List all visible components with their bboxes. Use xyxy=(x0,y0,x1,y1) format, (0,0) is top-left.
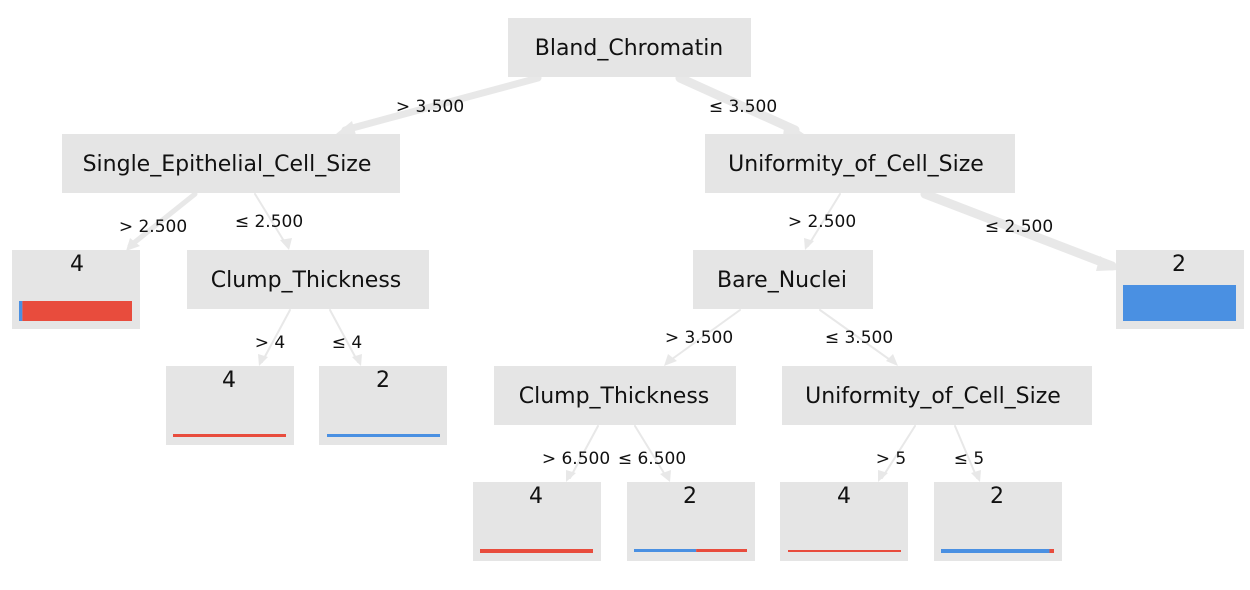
edge-label-ct-le: ≤ 4 xyxy=(332,333,362,353)
leaf-a-bar-class-2 xyxy=(19,301,23,321)
edge-label-root-left: > 3.500 xyxy=(396,97,464,117)
edge-left-leaf xyxy=(127,191,198,249)
leaf-e-box xyxy=(473,482,601,561)
leaf-h[interactable]: 2 xyxy=(934,482,1062,561)
node-bn-right-label: Uniformity_of_Cell_Size xyxy=(805,384,1061,409)
node-right[interactable]: Uniformity_of_Cell_Size xyxy=(705,134,1015,193)
leaf-f-bar-class-4 xyxy=(696,549,747,552)
arrowhead-ct-le xyxy=(352,354,362,366)
leaf-d-label: 2 xyxy=(1172,252,1186,277)
leaf-f-label: 2 xyxy=(683,484,697,509)
node-root-box xyxy=(508,18,751,77)
leaf-d[interactable]: 2 xyxy=(1116,250,1244,329)
arrowhead-bn-gt xyxy=(664,354,677,366)
leaf-c-box xyxy=(319,366,447,445)
edge-ucs-gt xyxy=(881,425,916,479)
leaf-g-box xyxy=(780,482,908,561)
arrowhead-ct2-le xyxy=(660,470,671,482)
node-right-split-label: Bare_Nuclei xyxy=(717,268,847,293)
edge-ct-gt xyxy=(261,309,291,363)
arrowhead-root-right xyxy=(783,121,804,136)
edge-label-root-right: ≤ 3.500 xyxy=(709,97,777,117)
edge-label-ucs-le: ≤ 5 xyxy=(954,449,984,469)
edge-label-left-leaf: > 2.500 xyxy=(119,217,187,237)
edge-label-right-split: > 2.500 xyxy=(788,212,856,232)
leaf-b[interactable]: 4 xyxy=(166,366,294,445)
arrowhead-right-leaf xyxy=(1096,256,1120,271)
edge-label-left-split: ≤ 2.500 xyxy=(235,212,303,232)
node-bn-right-box xyxy=(782,366,1092,425)
leaf-b-label: 4 xyxy=(222,368,236,393)
leaf-a-label: 4 xyxy=(70,252,84,277)
node-bn-left-label: Clump_Thickness xyxy=(519,384,710,409)
leaf-h-bar-class-2 xyxy=(941,549,1050,553)
node-left-split[interactable]: Clump_Thickness xyxy=(187,250,429,309)
leaf-e[interactable]: 4 xyxy=(473,482,601,561)
edge-label-bn-gt: > 3.500 xyxy=(665,328,733,348)
leaf-a[interactable]: 4 xyxy=(12,250,140,329)
edge-root-left xyxy=(341,74,542,134)
leaf-e-label: 4 xyxy=(529,484,543,509)
leaf-f-bar-class-2 xyxy=(634,549,697,552)
edge-left-split xyxy=(254,193,288,247)
edge-ct-le xyxy=(329,309,359,363)
node-root[interactable]: Bland_Chromatin xyxy=(508,18,751,77)
edge-ct2-gt xyxy=(569,425,599,479)
leaf-d-bar-class-2 xyxy=(1123,285,1236,321)
edge-label-right-leaf: ≤ 2.500 xyxy=(985,217,1053,237)
node-left-split-label: Clump_Thickness xyxy=(211,268,402,293)
node-left[interactable]: Single_Epithelial_Cell_Size xyxy=(62,134,400,193)
arrowhead-left-split xyxy=(280,238,292,250)
arrowhead-right-split xyxy=(804,238,814,250)
node-bn-right[interactable]: Uniformity_of_Cell_Size xyxy=(782,366,1092,425)
edge-root-right xyxy=(675,73,800,135)
arrowhead-left-leaf xyxy=(126,238,140,251)
edge-label-bn-le: ≤ 3.500 xyxy=(825,328,893,348)
node-left-split-box xyxy=(187,250,429,309)
edge-label-ucs-gt: > 5 xyxy=(876,449,906,469)
node-right-label: Uniformity_of_Cell_Size xyxy=(728,152,984,177)
edge-label-ct-gt: > 4 xyxy=(255,333,285,353)
node-right-split-box xyxy=(693,250,873,309)
edge-right-split xyxy=(807,193,841,247)
leaf-g[interactable]: 4 xyxy=(780,482,908,561)
edge-bn-gt xyxy=(667,309,741,363)
leaf-c-label: 2 xyxy=(376,368,390,393)
leaf-b-bar-class-4 xyxy=(173,434,286,437)
arrowhead-ct-gt xyxy=(258,354,268,366)
leaf-h-bar-class-4 xyxy=(1049,549,1054,553)
node-bn-left-box xyxy=(494,366,736,425)
leaf-h-box xyxy=(934,482,1062,561)
edge-ct2-le xyxy=(634,425,668,479)
edge-right-leaf xyxy=(920,189,1117,271)
leaf-g-bar-class-4 xyxy=(788,550,901,552)
arrowhead-ucs-gt xyxy=(878,470,888,482)
leaf-f[interactable]: 2 xyxy=(627,482,755,561)
leaf-e-bar-class-4 xyxy=(480,549,593,553)
leaf-a-bar-class-4 xyxy=(22,301,132,321)
edge-bn-le xyxy=(819,309,894,363)
arrowhead-ct2-gt xyxy=(566,470,576,482)
leaf-g-label: 4 xyxy=(837,484,851,509)
edge-label-ct2-gt: > 6.500 xyxy=(542,449,610,469)
leaf-c[interactable]: 2 xyxy=(319,366,447,445)
edge-ucs-le xyxy=(954,425,978,479)
node-bn-left[interactable]: Clump_Thickness xyxy=(494,366,736,425)
node-left-box xyxy=(62,134,400,193)
node-root-label: Bland_Chromatin xyxy=(535,36,724,61)
leaf-c-bar-class-2 xyxy=(327,434,440,437)
arrowhead-root-left xyxy=(336,121,356,135)
edge-label-ct2-le: ≤ 6.500 xyxy=(618,449,686,469)
leaf-h-label: 2 xyxy=(990,484,1004,509)
node-right-box xyxy=(705,134,1015,193)
leaf-f-box xyxy=(627,482,755,561)
arrowhead-bn-le xyxy=(886,354,898,366)
leaf-b-box xyxy=(166,366,294,445)
arrowhead-ucs-le xyxy=(971,470,981,482)
node-right-split[interactable]: Bare_Nuclei xyxy=(693,250,873,309)
node-left-label: Single_Epithelial_Cell_Size xyxy=(83,152,372,177)
